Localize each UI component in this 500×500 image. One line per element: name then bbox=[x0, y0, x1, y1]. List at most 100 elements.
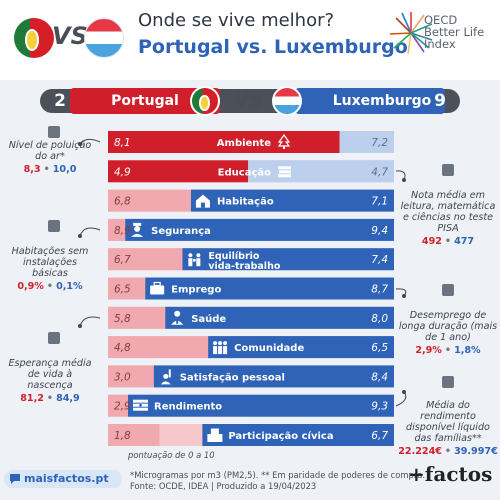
page-subtitle: Portugal vs. Luxemburgo bbox=[138, 36, 408, 58]
chart-row: 6,7 7,4 Equilíbrio vida-trabalho bbox=[108, 248, 394, 272]
brand-right: +factos bbox=[408, 462, 493, 486]
value-label-luxembourg: 6,5 bbox=[371, 342, 388, 354]
value-label-luxembourg: 8,7 bbox=[371, 284, 388, 296]
chart-row: 3,0 8,4 Satisfação pessoal bbox=[108, 365, 394, 388]
value-label-portugal: 4,8 bbox=[114, 342, 131, 354]
side-note-value-luxembourg: 0,1% bbox=[56, 281, 83, 292]
chart-row: 6,5 8,7 Emprego bbox=[108, 277, 394, 300]
scores-vs-label: VS bbox=[234, 88, 264, 112]
bar-luxembourg bbox=[202, 424, 394, 446]
side-note-text: Habitações sem instalações básicas bbox=[11, 246, 89, 279]
value-label-portugal: 3,0 bbox=[114, 371, 131, 383]
side-note-text: Nível de poluição do ar* bbox=[8, 140, 92, 162]
side-note-value-portugal: 2,9% bbox=[415, 345, 442, 356]
bar-luxembourg-faded bbox=[339, 131, 394, 153]
family-icon bbox=[188, 253, 201, 267]
bar-portugal-faded bbox=[108, 424, 160, 446]
side-note-text: Desemprego de longa duração (mais de 1 a… bbox=[398, 310, 498, 343]
raised-hand-icon bbox=[160, 369, 171, 385]
category-label: Rendimento bbox=[154, 402, 222, 413]
footer-note-1: *Microgramas por m3 (PM2,5). ** Em parid… bbox=[130, 470, 426, 480]
money-stack-icon bbox=[133, 399, 149, 411]
score-row: 2 Portugal VS Luxemburgo 9 bbox=[30, 85, 470, 116]
bar-portugal-faded bbox=[108, 189, 191, 212]
side-note-value-portugal: 22.224€ bbox=[398, 446, 442, 457]
logo-line-index: Index bbox=[424, 37, 456, 51]
value-label-portugal: 8,1 bbox=[114, 137, 131, 149]
value-label-luxembourg: 7,4 bbox=[371, 254, 388, 266]
value-label-luxembourg: 6,7 bbox=[371, 430, 388, 442]
side-note-text: Média do rendimento disponível líquido d… bbox=[406, 400, 490, 444]
side-note-value-luxembourg: 10,0 bbox=[52, 164, 77, 175]
note-connector-tip bbox=[78, 324, 82, 328]
bar-luxembourg bbox=[153, 365, 394, 388]
side-note-value-portugal: 81,2 bbox=[20, 393, 44, 404]
house-icon bbox=[48, 220, 60, 232]
tree-icon bbox=[48, 126, 60, 138]
books-icon bbox=[442, 164, 454, 176]
bar-luxembourg bbox=[145, 277, 394, 300]
ballot-box-icon bbox=[207, 428, 223, 442]
books-icon bbox=[278, 166, 291, 178]
chart-row: 5,8 8,0 Saúde bbox=[108, 306, 394, 329]
bar-luxembourg bbox=[190, 189, 394, 212]
bar-portugal-faded bbox=[108, 365, 154, 388]
side-note-values: 0,9% • 0,1% bbox=[4, 281, 96, 292]
portugal-flag-small-icon bbox=[190, 86, 220, 116]
side-note-values: 22.224€ • 39.997€ bbox=[398, 446, 498, 457]
category-label: Habitação bbox=[217, 197, 274, 208]
luxembourg-score: 9 bbox=[434, 91, 446, 111]
brand-left[interactable]: maisfactos.pt bbox=[4, 470, 122, 488]
category-label: Satisfação pessoal bbox=[180, 372, 285, 383]
bar-portugal-faded bbox=[108, 394, 129, 417]
footer-notes: *Microgramas por m3 (PM2,5). ** Em parid… bbox=[130, 470, 425, 492]
medical-person-icon bbox=[171, 310, 184, 325]
portugal-score: 2 bbox=[54, 91, 66, 111]
bar-luxembourg bbox=[125, 218, 394, 241]
separator-dot: • bbox=[444, 345, 452, 356]
luxembourg-flag-icon bbox=[84, 18, 124, 58]
chart-row: 6,8 7,1 Habitação bbox=[108, 189, 394, 212]
chart-row: 2,9 9,3 Rendimento bbox=[108, 394, 394, 417]
community-icon bbox=[213, 341, 228, 355]
bar-luxembourg bbox=[128, 394, 394, 417]
header: VS Onde se vive melhor? Portugal vs. Lux… bbox=[0, 0, 500, 80]
side-note-value-portugal: 8,3 bbox=[23, 164, 41, 175]
logo-line-oecd: OECD bbox=[424, 13, 458, 27]
value-label-portugal: 1,8 bbox=[114, 430, 131, 442]
separator-dot: • bbox=[444, 446, 452, 457]
side-note-value-portugal: 492 bbox=[421, 236, 442, 247]
chart-row: 8,1 7,2 Ambiente bbox=[108, 131, 394, 153]
value-label-luxembourg: 9,4 bbox=[371, 225, 388, 237]
oecd-burst-icon bbox=[389, 12, 433, 55]
note-connector-tip bbox=[78, 234, 82, 238]
chart-row: 4,9 4,7 Educação bbox=[108, 160, 394, 183]
value-label-portugal: 4,9 bbox=[114, 166, 131, 178]
side-note-text: Nota média em leitura, matemática e ciên… bbox=[400, 190, 496, 234]
value-label-luxembourg: 7,1 bbox=[371, 196, 388, 208]
note-connector-tip bbox=[402, 390, 406, 394]
category-label: Equilíbrio vida-trabalho bbox=[208, 251, 280, 272]
value-label-luxembourg: 8,4 bbox=[371, 371, 388, 383]
bar-portugal bbox=[108, 131, 340, 153]
value-label-portugal: 6,5 bbox=[114, 284, 131, 296]
side-note-values: 492 • 477 bbox=[398, 236, 498, 247]
bar-luxembourg bbox=[182, 248, 394, 271]
chart-row: 4,8 6,5 Comunidade bbox=[108, 336, 394, 359]
value-label-portugal: 5,8 bbox=[114, 313, 131, 325]
bar-portugal-faded bbox=[108, 336, 209, 359]
side-note-value-luxembourg: 39.997€ bbox=[454, 446, 498, 457]
note-connector bbox=[79, 227, 101, 237]
value-label-portugal: 2,9 bbox=[114, 401, 131, 413]
category-label: Comunidade bbox=[234, 343, 304, 354]
bar-portugal-faded bbox=[108, 218, 126, 241]
value-label-luxembourg: 7,2 bbox=[371, 137, 388, 149]
luxembourg-flag-small-icon bbox=[272, 86, 302, 116]
bar-portugal-faded bbox=[108, 277, 146, 300]
tree-icon bbox=[277, 133, 291, 149]
page-title: Onde se vive melhor? bbox=[138, 10, 335, 31]
bar-luxembourg bbox=[208, 336, 394, 359]
side-note-value-portugal: 0,9% bbox=[17, 281, 44, 292]
chart-row: 8,9 9,4 Segurança bbox=[108, 218, 394, 241]
